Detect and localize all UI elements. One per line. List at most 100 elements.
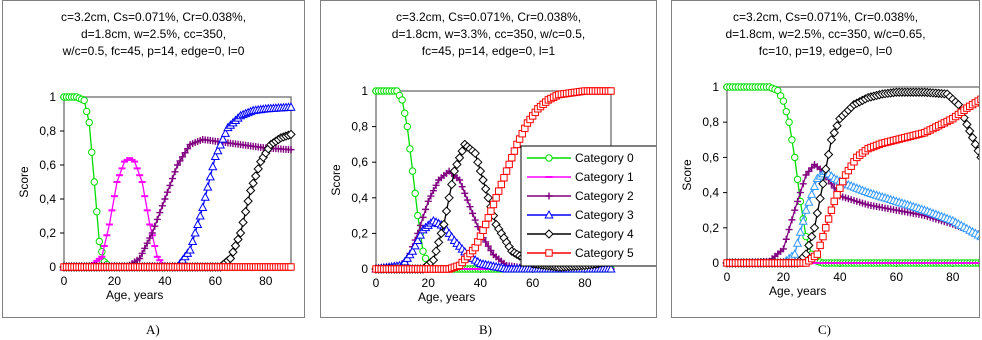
y-tick-label: 0,8: [702, 115, 719, 129]
y-tick-label: 0,6: [351, 155, 368, 169]
data-point: [794, 197, 802, 205]
data-point: [138, 249, 146, 257]
data-point: [286, 129, 296, 140]
data-point: [836, 184, 844, 192]
data-point: [166, 181, 174, 189]
legend-box: [520, 145, 656, 267]
data-point: [792, 238, 803, 247]
y-tick-label: 0,2: [39, 226, 56, 240]
y-tick-label: 1: [712, 80, 719, 94]
y-tick-label: 0: [361, 262, 368, 276]
data-point: [830, 197, 838, 206]
data-point: [240, 207, 251, 217]
data-point: [976, 154, 979, 161]
plot-area: [726, 86, 979, 264]
data-point: [482, 238, 490, 246]
data-point: [151, 222, 159, 230]
data-point: [779, 245, 787, 253]
data-point: [243, 196, 253, 206]
legend-marker: [544, 209, 554, 219]
x-tick-label: 80: [259, 274, 273, 288]
legend-entry: Category 1: [527, 170, 634, 184]
y-tick-label: 0,2: [351, 226, 368, 240]
x-tick-label: 40: [833, 270, 847, 284]
x-tick-label: 20: [422, 276, 436, 290]
data-point: [813, 250, 822, 258]
data-point: [85, 118, 93, 127]
data-point: [136, 255, 144, 262]
y-axis-label: Score: [680, 159, 694, 191]
y-tick-label: 1: [49, 90, 56, 104]
legend-marker: [545, 154, 553, 162]
panel-caption-b: B): [479, 322, 492, 337]
data-point: [146, 234, 154, 242]
x-tick-label: 20: [777, 270, 791, 284]
chart-plot-a: 0 0,2 0,4 0,6 0,8 1 0 20 40 60 80 Age, years Score: [17, 90, 296, 302]
data-point: [181, 149, 189, 157]
x-tick-label: 80: [946, 270, 960, 284]
data-point: [788, 216, 796, 224]
x-tick-label: 20: [108, 274, 122, 288]
data-point: [447, 179, 457, 190]
data-point: [406, 145, 414, 153]
data-point: [804, 197, 814, 206]
data-point: [970, 139, 979, 149]
data-point: [832, 121, 842, 131]
series-category-5: [723, 95, 979, 267]
chart-title-line: d=1.8cm, w=3.3%, cc=350, w/c=0.5,: [391, 27, 586, 41]
data-point: [977, 95, 979, 104]
data-point: [403, 122, 412, 131]
data-point: [287, 263, 295, 271]
legend: Category 0 Category 1 Category 2 Category 3…: [520, 145, 656, 267]
data-point: [839, 177, 847, 186]
data-point: [806, 231, 817, 242]
data-point: [439, 219, 449, 230]
data-point: [973, 146, 979, 156]
legend-entry: Category 0: [527, 151, 634, 165]
data-point: [500, 174, 508, 182]
data-point: [473, 157, 483, 167]
legend-label: Category 5: [575, 246, 634, 260]
y-axis-label: Score: [17, 166, 31, 198]
chart-title-line: w/c=0.5, fc=45, p=14, edge=0, l=0: [62, 44, 245, 58]
data-point: [461, 189, 469, 197]
data-point: [428, 255, 439, 265]
data-point: [171, 168, 179, 176]
legend-label: Category 3: [575, 208, 634, 222]
x-axis-label: Age, years: [769, 284, 826, 298]
data-point: [419, 213, 427, 221]
data-point: [218, 134, 228, 143]
legend-entry: Category 4: [527, 227, 634, 241]
data-point: [795, 227, 806, 236]
chart-plot-b: 0 0,2 0,4 0,6 0,8 1 0 20 40 60 80 Age, years Score Ca…: [329, 84, 656, 304]
data-point: [793, 175, 802, 184]
data-point: [422, 205, 430, 213]
legend-label: Category 0: [575, 151, 634, 165]
data-point: [215, 139, 226, 149]
data-point: [788, 136, 796, 144]
data-point: [161, 195, 169, 203]
data-point: [463, 196, 471, 204]
data-point: [235, 228, 246, 238]
data-point: [179, 153, 187, 161]
data-point: [185, 244, 195, 254]
data-point: [213, 145, 223, 155]
data-point: [484, 242, 492, 250]
data-point: [801, 205, 811, 214]
chart-panel-b: c=3.2cm, Cs=0.071%, Cr=0.038%, d=1.8cm, …: [320, 0, 657, 318]
data-point: [414, 211, 422, 220]
data-point: [205, 171, 215, 181]
chart-plot-c: 0 0,2 0,4 0,6 0,8 1 0 20 40 60 80 Age, years Score: [680, 80, 979, 298]
y-tick-label: 0,6: [702, 150, 719, 164]
data-point: [827, 206, 836, 214]
data-point: [176, 157, 184, 165]
legend-marker: [545, 192, 553, 200]
data-point: [93, 208, 101, 216]
data-point: [225, 253, 236, 264]
data-point: [492, 194, 500, 202]
data-point: [487, 207, 495, 215]
data-point: [184, 145, 192, 153]
y-tick-label: 0,4: [702, 186, 719, 200]
chart-title-line: d=1.8cm, w=2.5%, cc=350,: [80, 27, 227, 41]
data-point: [220, 128, 231, 137]
